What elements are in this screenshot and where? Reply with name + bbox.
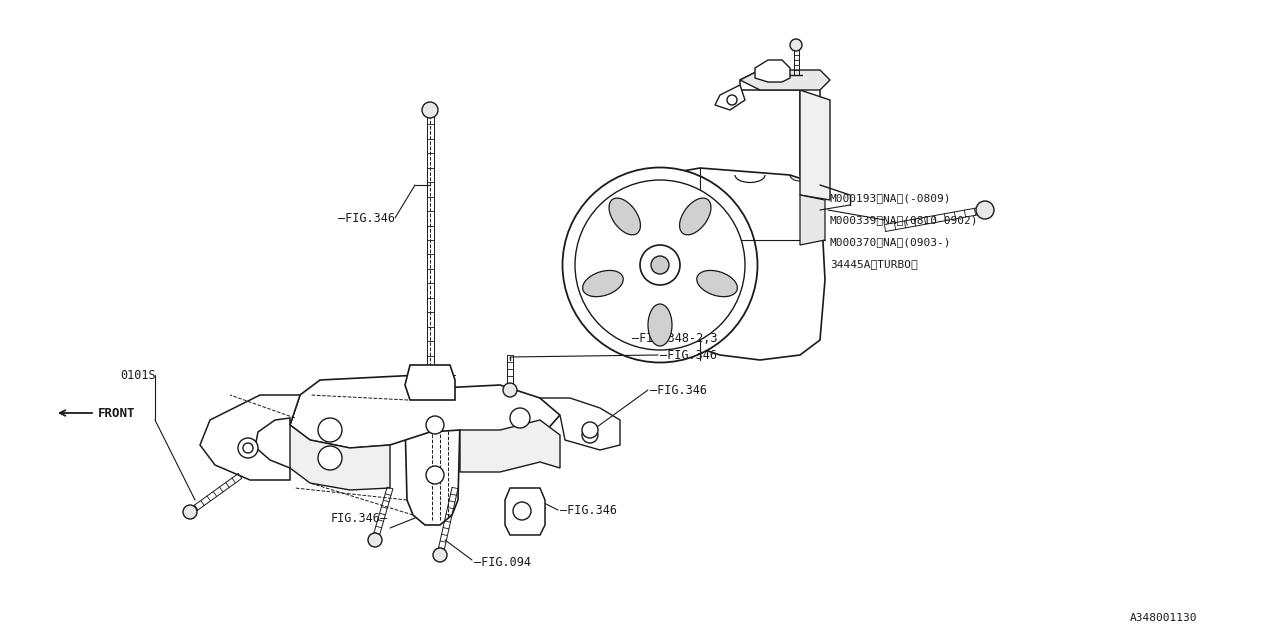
- Ellipse shape: [696, 271, 737, 297]
- Circle shape: [790, 39, 803, 51]
- Ellipse shape: [648, 304, 672, 346]
- Polygon shape: [755, 60, 790, 82]
- Text: —FIG.094: —FIG.094: [474, 556, 531, 568]
- Polygon shape: [640, 168, 826, 360]
- Circle shape: [582, 427, 598, 443]
- Polygon shape: [540, 398, 620, 450]
- Circle shape: [977, 201, 995, 219]
- Ellipse shape: [562, 168, 758, 362]
- Text: A348001130: A348001130: [1130, 613, 1198, 623]
- Circle shape: [238, 438, 259, 458]
- Text: M000370〈NA〉(0903-): M000370〈NA〉(0903-): [829, 237, 951, 247]
- Circle shape: [509, 408, 530, 428]
- Ellipse shape: [640, 245, 680, 285]
- Text: —FIG.348-2,3: —FIG.348-2,3: [632, 332, 718, 344]
- Text: —FIG.346: —FIG.346: [650, 383, 707, 397]
- Polygon shape: [460, 420, 561, 472]
- Circle shape: [422, 102, 438, 118]
- Ellipse shape: [652, 256, 669, 274]
- Polygon shape: [200, 395, 300, 480]
- Ellipse shape: [575, 180, 745, 350]
- Circle shape: [503, 383, 517, 397]
- Text: —FIG.346: —FIG.346: [561, 504, 617, 516]
- Circle shape: [582, 422, 598, 438]
- Circle shape: [727, 95, 737, 105]
- Text: FRONT: FRONT: [99, 406, 136, 419]
- Polygon shape: [740, 70, 820, 175]
- Circle shape: [426, 466, 444, 484]
- Polygon shape: [404, 395, 460, 525]
- Polygon shape: [291, 425, 390, 490]
- Polygon shape: [716, 85, 745, 110]
- Circle shape: [243, 443, 253, 453]
- Circle shape: [426, 416, 444, 434]
- Ellipse shape: [680, 198, 710, 235]
- Circle shape: [183, 505, 197, 519]
- Text: —FIG.346: —FIG.346: [660, 349, 717, 362]
- Text: 34445A〈TURBO〉: 34445A〈TURBO〉: [829, 259, 918, 269]
- Polygon shape: [404, 365, 454, 400]
- Text: M000339〈NA〉(0810-0902): M000339〈NA〉(0810-0902): [829, 215, 978, 225]
- Polygon shape: [800, 195, 826, 245]
- Ellipse shape: [582, 271, 623, 297]
- Circle shape: [369, 533, 381, 547]
- Polygon shape: [740, 70, 829, 90]
- Polygon shape: [800, 90, 829, 200]
- Circle shape: [317, 446, 342, 470]
- Circle shape: [513, 502, 531, 520]
- Circle shape: [433, 548, 447, 562]
- Text: M000193〈NA〉(-0809): M000193〈NA〉(-0809): [829, 193, 951, 203]
- Text: FIG.346—: FIG.346—: [332, 511, 388, 525]
- Circle shape: [317, 418, 342, 442]
- Ellipse shape: [609, 198, 640, 235]
- Polygon shape: [506, 488, 545, 535]
- Text: 0101S: 0101S: [120, 369, 156, 381]
- Text: —FIG.346: —FIG.346: [338, 211, 396, 225]
- Polygon shape: [291, 375, 561, 448]
